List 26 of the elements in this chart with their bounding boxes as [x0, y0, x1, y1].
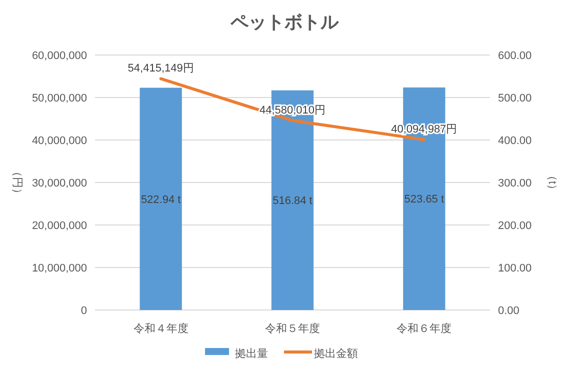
legend-label: 拠出量: [235, 347, 268, 360]
data-label: 54,415,149円: [128, 62, 194, 75]
y-axis-title: （円）: [11, 166, 23, 199]
y-tick-label: 30,000,000: [32, 178, 87, 190]
y2-tick-label: 100.00: [498, 262, 532, 274]
y2-axis-title: （t）: [546, 170, 558, 196]
y2-tick-label: 500.00: [498, 92, 532, 104]
x-tick-label: 令和６年度: [396, 322, 452, 335]
y-tick-label: 50,000,000: [32, 92, 87, 104]
legend-label: 拠出金額: [314, 347, 358, 360]
chart-title: ペットボトル: [230, 12, 340, 32]
y-tick-label: 40,000,000: [32, 135, 87, 147]
x-tick-label: 令和４年度: [133, 322, 188, 335]
y-tick-label: 60,000,000: [32, 50, 87, 62]
y-tick-label: 10,000,000: [32, 262, 87, 274]
data-label: 516.84 t: [272, 195, 312, 208]
y2-tick-label: 0.00: [498, 305, 520, 317]
data-label: 522.94 t: [140, 194, 181, 206]
data-label: 523.65 t: [404, 194, 444, 206]
y2-tick-label: 300.00: [498, 178, 532, 190]
y2-tick-label: 200.00: [498, 220, 532, 232]
x-tick-label: 令和５年度: [265, 322, 320, 335]
y-tick-label: 20,000,000: [32, 220, 87, 232]
y-tick-label: 0: [80, 305, 87, 317]
y2-tick-label: 400.00: [498, 135, 532, 147]
y2-tick-label: 600.00: [498, 50, 532, 62]
